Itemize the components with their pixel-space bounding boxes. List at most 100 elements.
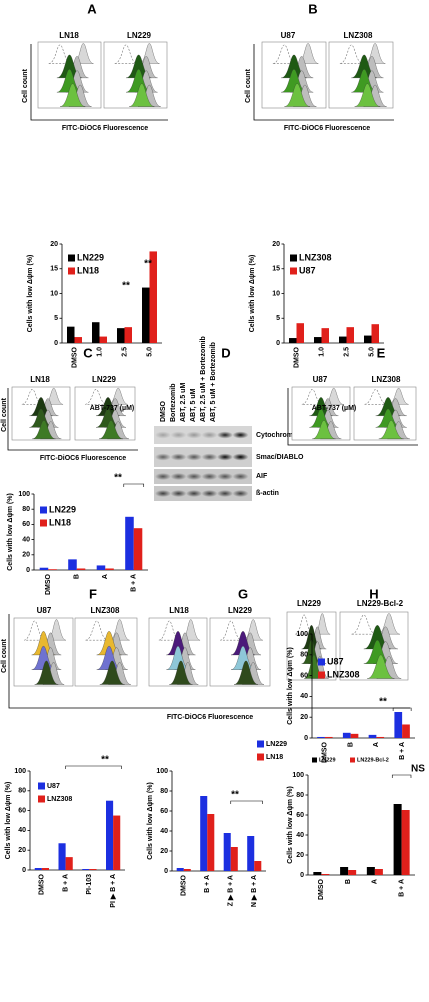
flow-peak bbox=[339, 44, 363, 64]
legend-swatch bbox=[38, 795, 45, 803]
panel-label: A bbox=[87, 1, 97, 16]
bar bbox=[317, 736, 325, 738]
annotation: NS bbox=[411, 764, 425, 775]
y-tick-label: 60 bbox=[296, 812, 304, 819]
flow-peak bbox=[367, 654, 395, 679]
bar bbox=[374, 869, 383, 875]
y-axis-label: Cells with low Δψm (%) bbox=[27, 255, 34, 333]
x-axis-label: ABT-737 (µM) bbox=[312, 405, 356, 412]
flow-x-label: FITC-DiOC6 Fluorescence bbox=[167, 714, 253, 721]
sample-label: LN18 bbox=[30, 375, 50, 384]
significance-bracket bbox=[392, 707, 412, 711]
sample-label: LNZ308 bbox=[91, 606, 120, 615]
bar bbox=[368, 734, 377, 738]
legend-swatch bbox=[68, 254, 75, 262]
bar bbox=[34, 868, 42, 870]
annotation: ** bbox=[122, 281, 130, 292]
flow-axes bbox=[7, 44, 418, 709]
flow-peak bbox=[284, 83, 311, 107]
x-tick-label: 1.0 bbox=[318, 347, 325, 357]
y-axis-label: Cells with low Δψm (%) bbox=[287, 647, 294, 725]
bar bbox=[340, 867, 349, 875]
bar bbox=[350, 733, 359, 738]
bar bbox=[82, 869, 90, 870]
y-tick-label: 60 bbox=[160, 808, 168, 815]
y-tick-label: 100 bbox=[296, 631, 308, 638]
y-tick-label: 60 bbox=[300, 672, 308, 679]
flow-x-label: FITC-DiOC6 Fluorescence bbox=[284, 125, 370, 132]
y-tick-label: 60 bbox=[22, 521, 30, 528]
flow-peak bbox=[378, 420, 404, 439]
blot-band bbox=[186, 490, 202, 497]
y-tick-label: 20 bbox=[50, 241, 58, 248]
annotation: ** bbox=[231, 790, 239, 801]
blot-band bbox=[232, 473, 249, 480]
x-tick-label: PI ▶ B + A bbox=[110, 874, 117, 908]
x-tick-label: B bbox=[347, 742, 354, 747]
legend-label: U87 bbox=[327, 656, 344, 666]
blot-band bbox=[170, 431, 187, 439]
flow-y-label: Cell count bbox=[1, 638, 8, 673]
bar bbox=[289, 338, 297, 343]
blot-band bbox=[170, 490, 187, 497]
bar bbox=[313, 872, 322, 875]
y-axis-label: Cells with low Δψm (%) bbox=[5, 782, 12, 860]
bar bbox=[376, 736, 385, 738]
panel-label: F bbox=[89, 586, 97, 601]
legend-label: LN229 bbox=[266, 741, 287, 748]
bar bbox=[348, 870, 357, 875]
bar bbox=[133, 528, 143, 570]
y-tick-label: 20 bbox=[296, 852, 304, 859]
legend-label: LN229 bbox=[49, 504, 76, 514]
y-tick-label: 100 bbox=[14, 768, 26, 775]
bar bbox=[296, 323, 304, 343]
blot-band bbox=[170, 473, 187, 480]
y-tick-label: 60 bbox=[18, 807, 26, 814]
bar bbox=[39, 567, 49, 570]
bar bbox=[342, 732, 351, 738]
bar bbox=[364, 335, 372, 343]
flow-peak bbox=[98, 420, 124, 439]
blot-band bbox=[201, 490, 218, 497]
bar bbox=[68, 559, 77, 570]
blot-band bbox=[201, 453, 218, 461]
panel-label: D bbox=[221, 345, 230, 360]
blot-band bbox=[186, 453, 202, 461]
bar bbox=[67, 326, 75, 343]
x-tick-label: DMSO bbox=[322, 741, 329, 763]
y-tick-label: 40 bbox=[160, 828, 168, 835]
blot-band bbox=[170, 453, 187, 461]
lane-label: ABT, 5 uM bbox=[190, 388, 197, 422]
bar bbox=[371, 324, 379, 343]
bar bbox=[393, 804, 402, 875]
bar bbox=[200, 796, 208, 871]
lane-label: ABT, 2.5 uM + Bortezomib bbox=[200, 336, 207, 422]
bar bbox=[113, 815, 121, 870]
legend-swatch bbox=[290, 254, 297, 262]
legend-label: LN229 bbox=[319, 757, 336, 763]
legend-label: LN18 bbox=[49, 517, 71, 527]
y-tick-label: 20 bbox=[160, 848, 168, 855]
panel-label: G bbox=[238, 586, 248, 601]
y-tick-label: 5 bbox=[276, 315, 280, 322]
legend-label: LNZ308 bbox=[299, 252, 332, 262]
flow-peak bbox=[272, 44, 296, 64]
blot-band bbox=[155, 431, 171, 439]
x-tick-label: A bbox=[373, 742, 380, 747]
y-tick-label: 10 bbox=[50, 290, 58, 297]
bar bbox=[99, 336, 107, 343]
sample-label: LN229 bbox=[127, 31, 152, 40]
x-tick-label: B + A bbox=[131, 574, 138, 592]
blot-band bbox=[155, 473, 171, 480]
x-tick-label: 5.0 bbox=[368, 347, 375, 357]
sample-label: LN229 bbox=[297, 599, 322, 608]
bar bbox=[92, 322, 100, 343]
bar bbox=[89, 869, 97, 870]
flow-peak bbox=[48, 44, 72, 64]
y-tick-label: 0 bbox=[54, 340, 58, 347]
x-tick-label: PI-103 bbox=[86, 874, 93, 895]
legend-swatch bbox=[68, 267, 75, 275]
flow-peak bbox=[85, 389, 107, 405]
blot-band bbox=[217, 453, 233, 461]
